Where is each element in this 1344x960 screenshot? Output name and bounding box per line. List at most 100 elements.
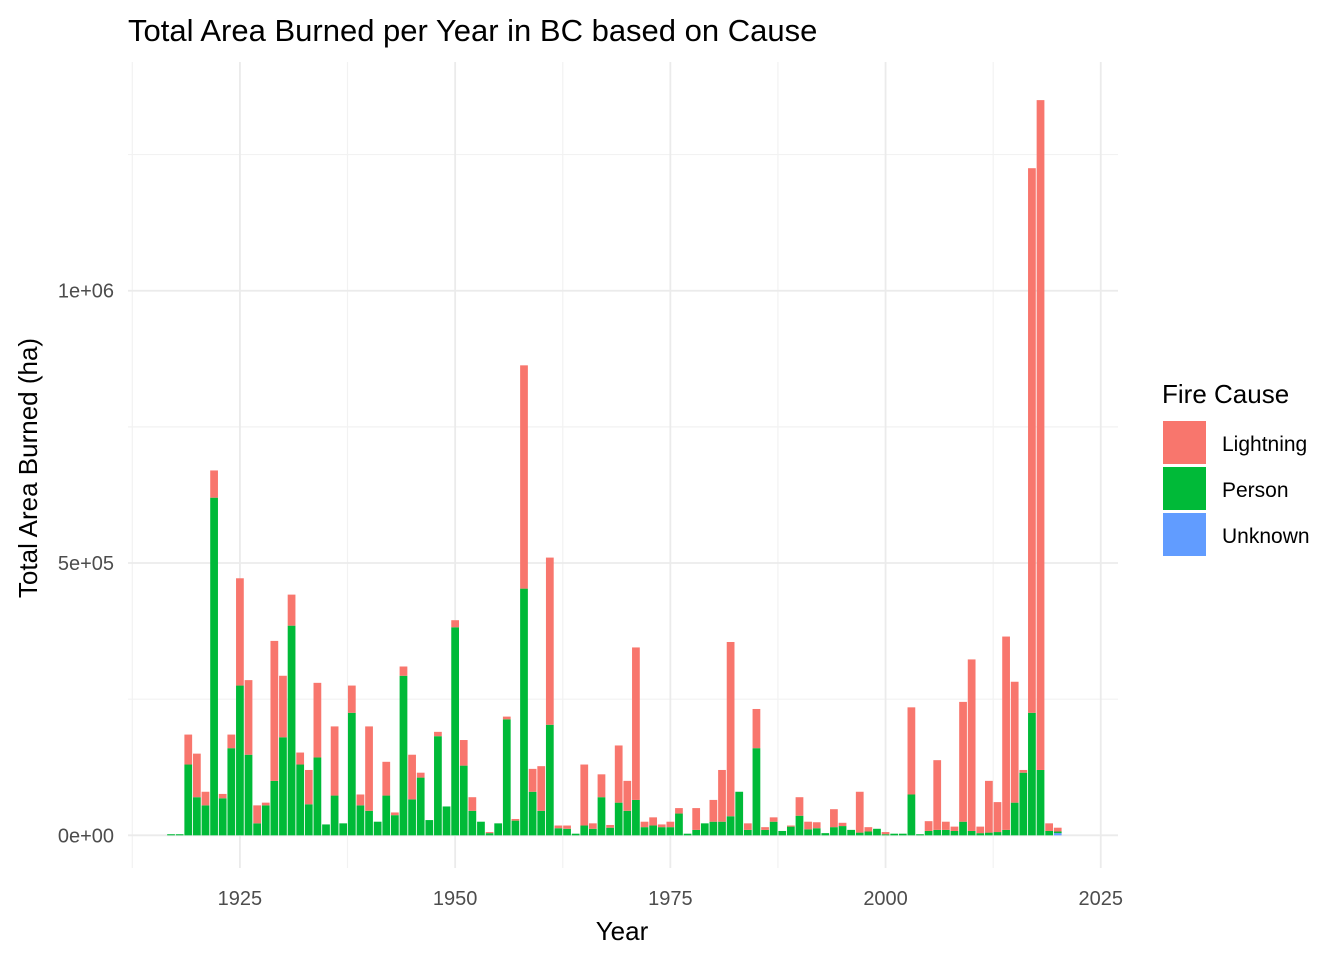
bar-person-1923: [218, 798, 227, 836]
bar-person-1919: [184, 764, 193, 836]
bar-lightning-1942: [382, 761, 391, 796]
bar-lightning-1969: [614, 745, 623, 803]
bar-lightning-1923: [218, 793, 227, 799]
bar-lightning-1927: [253, 805, 262, 824]
bar-person-1989: [786, 826, 795, 836]
bar-person-1957: [511, 820, 520, 836]
bar-lightning-2018: [1036, 100, 1045, 770]
bar-lightning-1971: [632, 647, 640, 800]
bar-person-1975: [666, 827, 675, 836]
bar-person-1925: [236, 685, 244, 836]
x-tick-label: 1975: [648, 888, 693, 910]
bar-person-1993: [821, 833, 830, 836]
bar-person-1968: [606, 827, 614, 836]
bar-person-1944: [399, 675, 408, 836]
bar-lightning-1922: [210, 470, 218, 498]
bar-person-1965: [580, 825, 589, 836]
bar-lightning-2005: [924, 821, 933, 831]
bar-lightning-1952: [468, 797, 477, 811]
bar-person-1934: [313, 757, 322, 836]
bar-person-1955: [494, 823, 503, 836]
bar-lightning-2020: [1053, 827, 1062, 832]
bar-lightning-1945: [408, 754, 416, 800]
bar-person-1931: [287, 625, 296, 836]
legend: Fire Cause Lightning Person Unknown: [1162, 379, 1310, 556]
bar-lightning-1930: [279, 675, 287, 738]
bar-person-1997: [855, 832, 864, 836]
bar-lightning-2010: [967, 659, 976, 831]
bar-person-1976: [675, 813, 683, 836]
bar-person-1952: [468, 810, 477, 836]
bar-lightning-1926: [244, 680, 253, 755]
bar-lightning-2015: [1010, 681, 1019, 803]
bar-lightning-1950: [451, 620, 460, 628]
bar-lightning-2000: [881, 832, 890, 835]
bar-lightning-2008: [950, 826, 959, 831]
bar-person-1946: [416, 777, 425, 836]
bar-lightning-1929: [270, 640, 279, 781]
bar-person-1981: [718, 821, 726, 836]
bar-lightning-1967: [597, 774, 606, 798]
x-tick-label: 2000: [863, 888, 908, 910]
bar-person-1953: [477, 821, 485, 836]
bar-lightning-1985: [752, 708, 761, 749]
bar-lightning-1998: [864, 827, 873, 832]
bar-lightning-1948: [434, 731, 442, 737]
bar-lightning-1966: [588, 823, 597, 829]
bar-lightning-2003: [907, 707, 916, 795]
bar-lightning-1954: [485, 832, 494, 834]
bar-lightning-1991: [804, 821, 812, 830]
legend-label-lightning: Lightning: [1222, 433, 1307, 456]
bar-lightning-1994: [830, 809, 838, 828]
bar-lightning-1970: [623, 780, 632, 811]
bar-person-1922: [210, 497, 218, 836]
bar-lightning-2019: [1045, 823, 1054, 831]
bar-person-1939: [356, 805, 365, 836]
bar-person-2017: [1028, 712, 1036, 836]
bar-lightning-1976: [675, 808, 683, 814]
bar-lightning-1959: [528, 768, 537, 792]
bar-person-1973: [649, 825, 658, 836]
bar-person-1936: [330, 795, 339, 836]
bar-person-1920: [192, 797, 201, 836]
bar-person-1954: [485, 833, 494, 836]
x-tick-label: 1925: [218, 888, 263, 910]
bar-lightning-2011: [976, 826, 985, 834]
bar-person-2009: [959, 821, 967, 836]
bar-lightning-1944: [399, 666, 408, 676]
bar-person-2006: [933, 829, 942, 836]
bar-lightning-1921: [201, 791, 210, 806]
bar-person-2014: [1002, 829, 1010, 836]
bar-person-1963: [563, 828, 571, 836]
bar-lightning-2017: [1028, 168, 1036, 713]
bar-person-1985: [752, 748, 761, 836]
bar-lightning-1928: [261, 802, 270, 806]
bar-person-1988: [778, 830, 787, 836]
bar-person-1984: [743, 829, 752, 836]
bar-lightning-1934: [313, 682, 322, 758]
bar-person-1950: [451, 627, 460, 836]
bar-person-2015: [1010, 802, 1019, 836]
bar-lightning-1978: [692, 808, 701, 830]
bar-person-1948: [434, 736, 442, 836]
bar-lightning-1980: [709, 799, 718, 822]
bar-lightning-1975: [666, 821, 675, 828]
bar-lightning-1936: [330, 726, 339, 796]
bar-person-1969: [614, 802, 623, 836]
bar-lightning-1989: [786, 825, 795, 827]
bar-person-1983: [735, 791, 744, 836]
bar-person-1938: [347, 712, 356, 836]
legend-label-unknown: Unknown: [1222, 525, 1310, 548]
bar-lightning-2016: [1019, 769, 1028, 773]
bar-lightning-1972: [640, 821, 649, 828]
bar-lightning-1943: [390, 812, 399, 816]
bar-person-1995: [838, 826, 847, 836]
bar-person-2003: [907, 794, 916, 836]
bar-lightning-2012: [984, 780, 993, 833]
bar-lightning-1939: [356, 794, 365, 806]
x-axis-ticks: 1925 1950 1975 2000 2025: [218, 888, 1123, 910]
bar-lightning-1940: [365, 726, 373, 811]
bar-lightning-1919: [184, 734, 193, 765]
bar-person-1929: [270, 780, 279, 836]
